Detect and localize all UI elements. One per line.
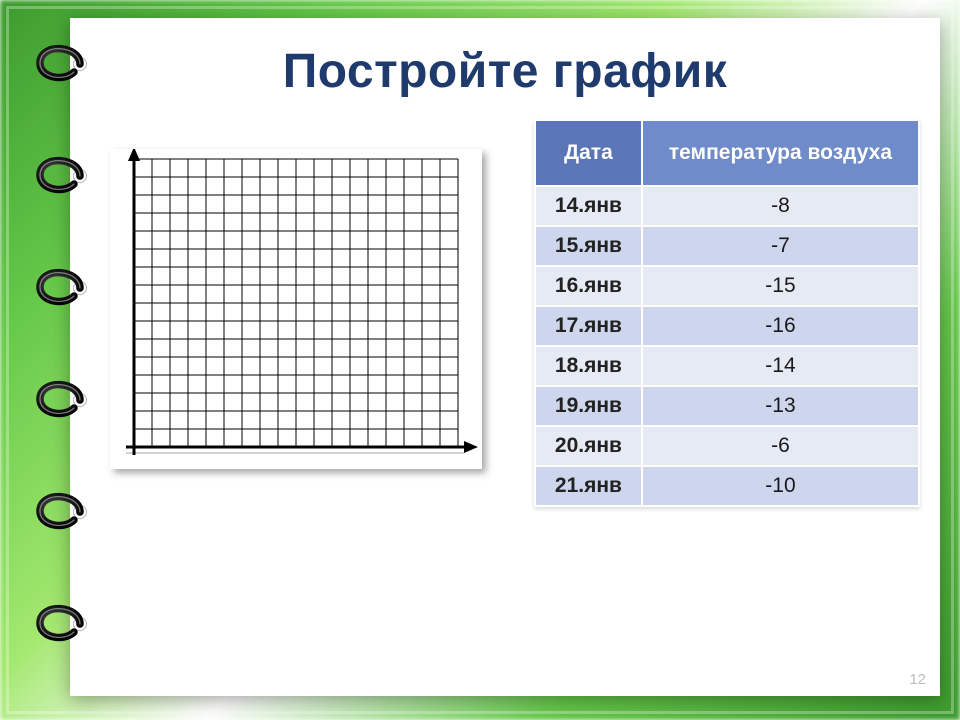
temperature-cell: -6 — [642, 426, 919, 466]
temperature-cell: -10 — [642, 466, 919, 506]
temperature-cell: -8 — [642, 186, 919, 226]
date-cell: 21.янв — [535, 466, 642, 506]
temperature-cell: -15 — [642, 266, 919, 306]
page-sheet: Постройте график Дата температура воздух… — [70, 18, 940, 696]
temperature-cell: -16 — [642, 306, 919, 346]
page-title: Постройте график — [70, 18, 940, 99]
column-temperature: температура воздуха — [642, 120, 919, 186]
ring-icon — [34, 486, 92, 536]
date-cell: 16.янв — [535, 266, 642, 306]
grid-wrapper — [110, 119, 510, 507]
temperature-cell: -7 — [642, 226, 919, 266]
date-cell: 20.янв — [535, 426, 642, 466]
table-body: 14.янв-815.янв-716.янв-1517.янв-1618.янв… — [535, 186, 919, 506]
temperature-cell: -13 — [642, 386, 919, 426]
date-cell: 19.янв — [535, 386, 642, 426]
coordinate-grid — [110, 149, 482, 469]
table-row: 18.янв-14 — [535, 346, 919, 386]
table-row: 21.янв-10 — [535, 466, 919, 506]
temperature-cell: -14 — [642, 346, 919, 386]
date-cell: 15.янв — [535, 226, 642, 266]
grid-svg — [110, 149, 482, 469]
table-row: 17.янв-16 — [535, 306, 919, 346]
table-header-row: Дата температура воздуха — [535, 120, 919, 186]
date-cell: 14.янв — [535, 186, 642, 226]
table-row: 14.янв-8 — [535, 186, 919, 226]
table-row: 19.янв-13 — [535, 386, 919, 426]
date-cell: 18.янв — [535, 346, 642, 386]
ring-icon — [34, 38, 92, 88]
column-date: Дата — [535, 120, 642, 186]
ring-icon — [34, 374, 92, 424]
table-row: 15.янв-7 — [535, 226, 919, 266]
data-table: Дата температура воздуха 14.янв-815.янв-… — [534, 119, 920, 507]
content-row: Дата температура воздуха 14.янв-815.янв-… — [70, 99, 940, 507]
page-number: 12 — [909, 671, 926, 688]
ring-icon — [34, 598, 92, 648]
spiral-binding — [34, 28, 106, 688]
date-cell: 17.янв — [535, 306, 642, 346]
table-row: 20.янв-6 — [535, 426, 919, 466]
table-row: 16.янв-15 — [535, 266, 919, 306]
ring-icon — [34, 150, 92, 200]
ring-icon — [34, 262, 92, 312]
